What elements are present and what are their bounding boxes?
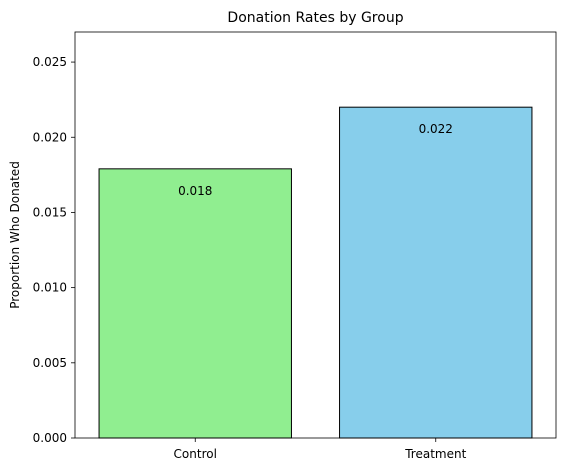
x-axis-ticks: Control Treatment [174,438,467,461]
bar-labels-layer: 0.018 0.022 [178,122,453,198]
y-tick-label: 0.025 [33,55,67,69]
y-axis-ticks: 0.000 0.005 0.010 0.015 0.020 0.025 [33,55,75,445]
bar-value-label-control: 0.018 [178,184,212,198]
y-axis-label: Proportion Who Donated [8,161,22,309]
bar-treatment [339,106,533,439]
bars-layer [98,106,533,439]
y-tick-label: 0.005 [33,356,67,370]
y-tick-label: 0.015 [33,205,67,219]
y-tick-label: 0.000 [33,431,67,445]
x-tick-label: Treatment [404,447,466,461]
y-tick-label: 0.020 [33,130,67,144]
chart-title: Donation Rates by Group [227,10,403,26]
bar-value-label-treatment: 0.022 [419,122,453,136]
x-tick-label: Control [174,447,217,461]
plot-frame [74,31,557,439]
y-tick-label: 0.010 [33,281,67,295]
bar-control [98,168,292,439]
